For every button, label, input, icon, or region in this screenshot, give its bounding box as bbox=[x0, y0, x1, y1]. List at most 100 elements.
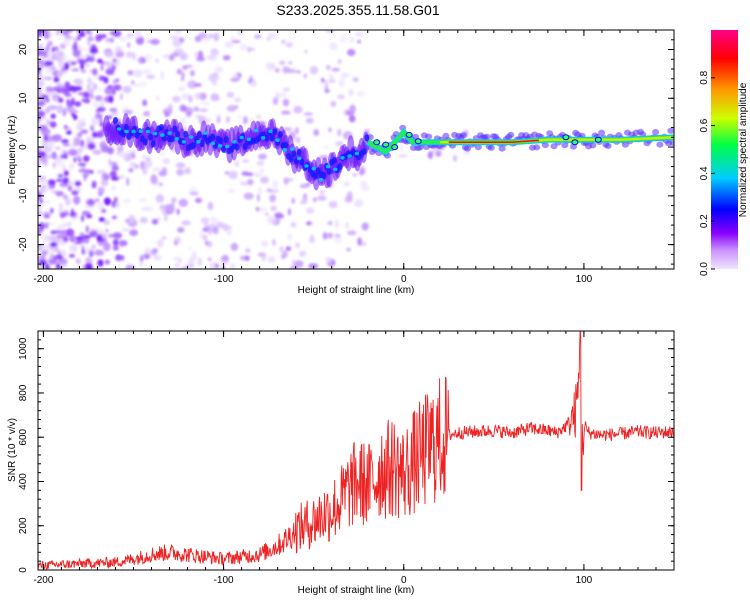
noise-blob bbox=[161, 167, 168, 174]
noise-blob bbox=[204, 240, 209, 246]
noise-blob bbox=[357, 237, 362, 246]
noise-blob bbox=[45, 222, 49, 229]
noise-blob bbox=[188, 95, 193, 103]
ridge-halo bbox=[507, 131, 515, 138]
ridge-core bbox=[169, 135, 175, 143]
noise-blob bbox=[68, 106, 75, 115]
y-tick-label: 600 bbox=[18, 428, 29, 445]
noise-blob bbox=[80, 139, 85, 148]
noise-blob bbox=[258, 153, 267, 160]
noise-blob bbox=[130, 162, 138, 166]
noise-blob bbox=[77, 158, 82, 163]
ridge-highlight bbox=[325, 164, 331, 169]
noise-blob bbox=[143, 53, 153, 61]
noise-blob bbox=[56, 234, 64, 239]
y-tick-label: -10 bbox=[18, 188, 29, 203]
noise-blob bbox=[200, 217, 210, 224]
noise-blob bbox=[108, 95, 114, 103]
y-tick-label: 800 bbox=[18, 384, 29, 401]
noise-blob bbox=[119, 93, 123, 101]
noise-blob bbox=[70, 208, 74, 215]
ridge-halo bbox=[425, 133, 433, 140]
noise-blob bbox=[346, 247, 351, 252]
noise-blob bbox=[89, 170, 94, 174]
noise-blob bbox=[195, 114, 204, 119]
ridge-highlight bbox=[333, 167, 338, 172]
noise-blob bbox=[97, 87, 102, 93]
noise-blob bbox=[99, 99, 106, 107]
noise-blob bbox=[116, 253, 121, 260]
noise-blob bbox=[38, 183, 46, 188]
ridge-halo bbox=[459, 132, 467, 139]
ridge-halo bbox=[541, 142, 549, 149]
noise-blob bbox=[126, 177, 130, 187]
noise-blob bbox=[222, 55, 231, 61]
noise-blob bbox=[174, 263, 180, 268]
ridge-highlight bbox=[217, 144, 223, 148]
noise-blob bbox=[319, 189, 325, 195]
noise-blob bbox=[119, 240, 124, 247]
noise-blob bbox=[115, 78, 119, 83]
noise-blob bbox=[111, 110, 119, 117]
noise-blob bbox=[177, 227, 185, 233]
noise-blob bbox=[230, 242, 239, 251]
colorbar-tick-label: 0.8 bbox=[699, 70, 710, 84]
noise-blob bbox=[427, 151, 433, 159]
noise-blob bbox=[361, 180, 366, 185]
ridge-core bbox=[218, 137, 224, 145]
noise-blob bbox=[258, 207, 267, 212]
x-tick-label: 0 bbox=[401, 274, 407, 285]
noise-blob bbox=[346, 191, 353, 200]
noise-blob bbox=[327, 221, 333, 226]
noise-blob bbox=[59, 154, 68, 160]
ridge-highlight bbox=[210, 141, 215, 146]
noise-blob bbox=[100, 179, 109, 187]
noise-blob bbox=[38, 192, 42, 198]
noise-blob bbox=[303, 73, 307, 79]
noise-blob bbox=[63, 236, 69, 243]
noise-blob bbox=[329, 42, 338, 51]
noise-blob bbox=[62, 263, 68, 267]
noise-blob bbox=[64, 62, 70, 71]
noise-blob bbox=[57, 60, 66, 68]
ridge-core bbox=[113, 117, 118, 124]
noise-blob bbox=[171, 52, 180, 57]
noise-blob bbox=[107, 84, 113, 89]
noise-blob bbox=[143, 111, 151, 117]
ridge-core bbox=[242, 143, 248, 150]
ridge-core bbox=[288, 155, 294, 163]
noise-blob bbox=[317, 195, 327, 201]
ridge-halo bbox=[667, 127, 674, 134]
noise-blob bbox=[164, 204, 175, 213]
noise-blob bbox=[66, 228, 75, 237]
noise-blob bbox=[213, 32, 220, 42]
noise-blob bbox=[98, 217, 105, 222]
noise-blob bbox=[38, 124, 48, 132]
ridge-core bbox=[291, 150, 297, 158]
noise-blob bbox=[281, 39, 286, 45]
noise-blob bbox=[281, 110, 291, 115]
noise-blob bbox=[228, 170, 238, 180]
noise-blob bbox=[204, 222, 210, 229]
noise-blob bbox=[334, 233, 341, 238]
noise-blob bbox=[72, 37, 78, 41]
noise-blob bbox=[229, 262, 236, 269]
noise-blob bbox=[62, 223, 71, 227]
spectrogram-noise bbox=[38, 30, 471, 269]
noise-blob bbox=[212, 226, 219, 235]
noise-blob bbox=[195, 197, 202, 204]
noise-blob bbox=[94, 95, 103, 102]
noise-blob bbox=[111, 200, 116, 208]
noise-blob bbox=[112, 84, 122, 90]
noise-blob bbox=[113, 196, 118, 204]
noise-blob bbox=[255, 114, 262, 119]
ridge-halo bbox=[561, 142, 569, 149]
spectrogram-xlabel: Height of straight line (km) bbox=[298, 285, 415, 296]
noise-blob bbox=[303, 112, 313, 116]
ridge-band-red bbox=[448, 139, 539, 143]
noise-blob bbox=[51, 46, 60, 52]
noise-blob bbox=[139, 260, 144, 268]
ridge-highlight bbox=[239, 135, 244, 140]
ridge-core bbox=[142, 138, 148, 146]
noise-blob bbox=[46, 91, 57, 97]
